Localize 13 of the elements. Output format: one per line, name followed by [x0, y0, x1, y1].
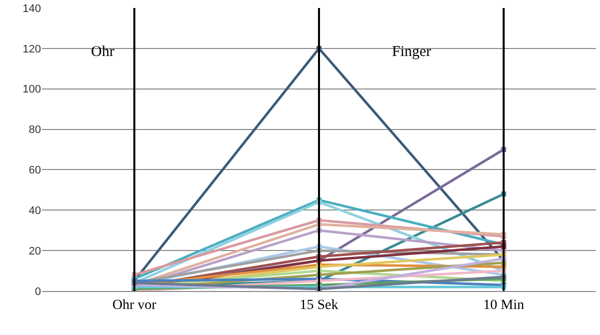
annotation: Finger	[392, 44, 432, 60]
x-tick-label: Ohr vor	[112, 298, 157, 313]
y-tick-label: 80	[28, 124, 41, 136]
x-tick-label: 15 Sek	[300, 298, 338, 313]
y-tick-label: 0	[34, 286, 41, 298]
y-tick-label: 60	[28, 164, 41, 177]
y-tick-label: 40	[28, 204, 41, 217]
y-tick-label: 100	[22, 84, 41, 96]
annotation: Ohr	[91, 44, 114, 60]
y-tick-label: 20	[28, 245, 41, 258]
x-tick-label: 10 Min	[483, 298, 524, 313]
y-tick-label: 140	[22, 2, 41, 15]
y-tick-label: 120	[22, 43, 41, 56]
